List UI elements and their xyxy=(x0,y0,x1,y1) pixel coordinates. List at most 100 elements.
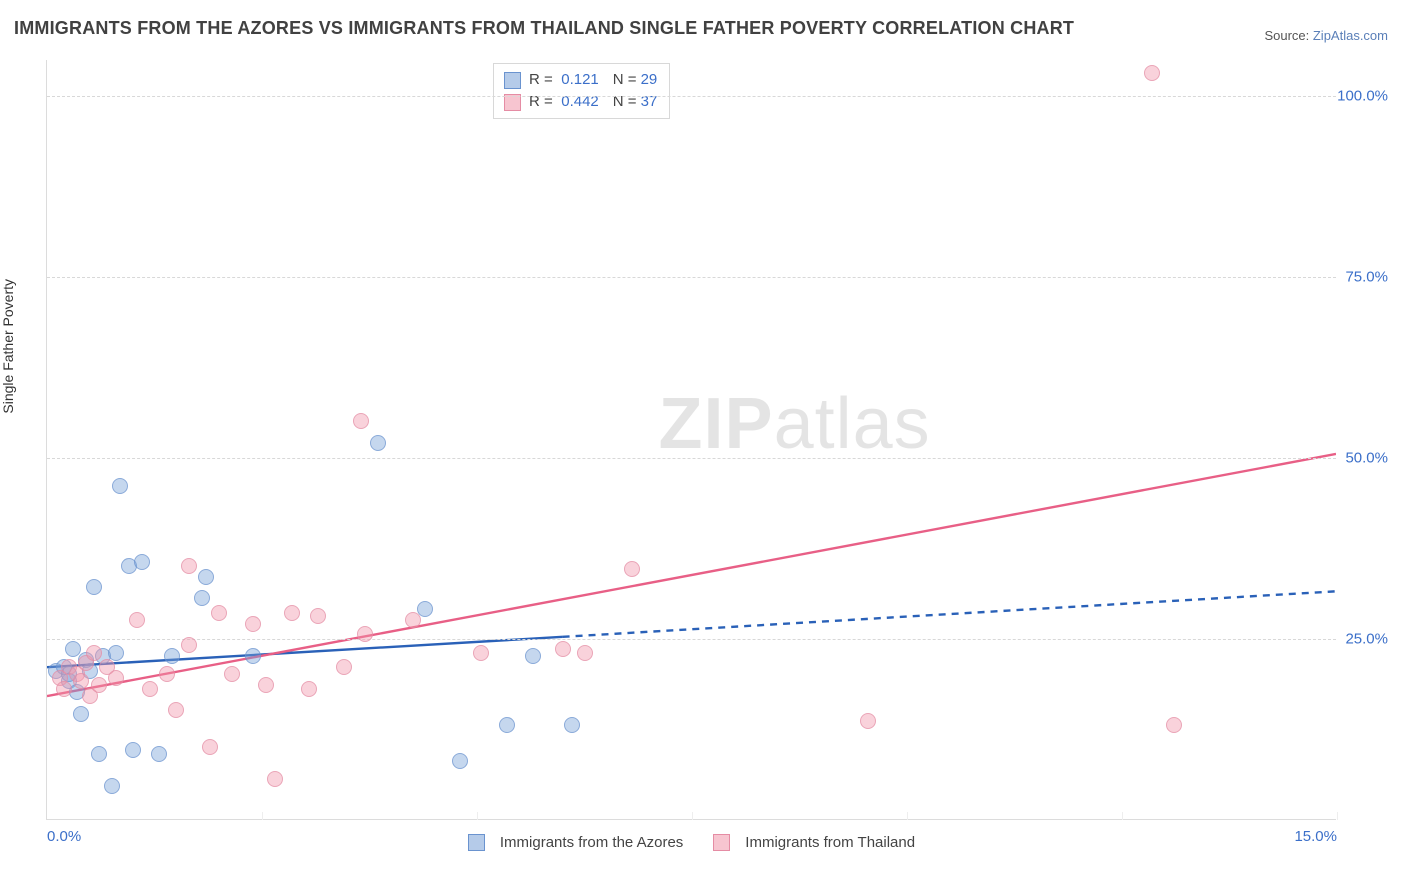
scatter-point xyxy=(151,746,167,762)
scatter-point xyxy=(336,659,352,675)
y-tick-label: 25.0% xyxy=(1345,631,1388,648)
eq: = xyxy=(628,69,637,91)
y-tick-label: 75.0% xyxy=(1345,269,1388,286)
scatter-point xyxy=(245,648,261,664)
scatter-point xyxy=(142,681,158,697)
y-tick-label: 100.0% xyxy=(1337,88,1388,105)
scatter-point xyxy=(134,554,150,570)
gridline xyxy=(47,458,1336,459)
scatter-point xyxy=(211,605,227,621)
stats-box: R = 0.121 N = 29 R = 0.442 N = 37 xyxy=(493,63,670,119)
scatter-point xyxy=(91,746,107,762)
legend-label-azores: Immigrants from the Azores xyxy=(500,834,683,851)
scatter-point xyxy=(168,702,184,718)
y-axis-label: Single Father Poverty xyxy=(0,279,16,414)
scatter-point xyxy=(624,561,640,577)
scatter-point xyxy=(258,677,274,693)
scatter-point xyxy=(284,605,300,621)
stats-row-azores: R = 0.121 N = 29 xyxy=(504,69,657,91)
watermark-zip: ZIP xyxy=(659,384,774,464)
scatter-point xyxy=(577,645,593,661)
r-value-azores: 0.121 xyxy=(555,69,599,91)
scatter-point xyxy=(86,579,102,595)
scatter-point xyxy=(224,666,240,682)
scatter-point xyxy=(198,569,214,585)
eq: = xyxy=(544,69,553,91)
y-tick-label: 50.0% xyxy=(1345,450,1388,467)
scatter-point xyxy=(357,626,373,642)
x-gridline xyxy=(1337,812,1338,820)
x-gridline xyxy=(477,812,478,820)
n-value-azores: 29 xyxy=(641,69,658,91)
scatter-point xyxy=(564,717,580,733)
scatter-point xyxy=(555,641,571,657)
scatter-point xyxy=(353,413,369,429)
chart-title: IMMIGRANTS FROM THE AZORES VS IMMIGRANTS… xyxy=(14,18,1074,39)
scatter-point xyxy=(56,681,72,697)
scatter-point xyxy=(181,637,197,653)
n-value-thailand: 37 xyxy=(641,91,658,113)
scatter-point xyxy=(860,713,876,729)
eq: = xyxy=(628,91,637,113)
scatter-point xyxy=(473,645,489,661)
scatter-point xyxy=(301,681,317,697)
trend-line xyxy=(47,454,1336,696)
scatter-point xyxy=(181,558,197,574)
x-tick-label: 15.0% xyxy=(1294,828,1337,845)
swatch-pink-icon xyxy=(713,834,730,851)
trend-lines-svg xyxy=(47,60,1336,819)
swatch-blue-icon xyxy=(468,834,485,851)
plot-area: ZIPatlas R = 0.121 N = 29 R = 0.442 N = … xyxy=(46,60,1336,820)
scatter-point xyxy=(417,601,433,617)
bottom-legend: Immigrants from the Azores Immigrants fr… xyxy=(47,834,1336,851)
scatter-point xyxy=(1166,717,1182,733)
scatter-point xyxy=(1144,65,1160,81)
scatter-point xyxy=(73,706,89,722)
source-link[interactable]: ZipAtlas.com xyxy=(1313,28,1388,43)
scatter-point xyxy=(202,739,218,755)
source-attribution: Source: ZipAtlas.com xyxy=(1264,28,1388,43)
watermark: ZIPatlas xyxy=(659,383,931,465)
scatter-point xyxy=(245,616,261,632)
legend-item-thailand: Immigrants from Thailand xyxy=(713,834,915,851)
scatter-point xyxy=(108,670,124,686)
scatter-point xyxy=(73,673,89,689)
x-gridline xyxy=(1122,812,1123,820)
scatter-point xyxy=(125,742,141,758)
scatter-point xyxy=(159,666,175,682)
scatter-point xyxy=(129,612,145,628)
scatter-point xyxy=(267,771,283,787)
n-label: N xyxy=(613,91,624,113)
x-gridline xyxy=(907,812,908,820)
legend-item-azores: Immigrants from the Azores xyxy=(468,834,683,851)
r-label: R xyxy=(529,91,540,113)
r-label: R xyxy=(529,69,540,91)
gridline xyxy=(47,96,1336,97)
x-gridline xyxy=(262,812,263,820)
watermark-atlas: atlas xyxy=(774,384,931,464)
trend-line xyxy=(563,591,1336,637)
gridline xyxy=(47,277,1336,278)
n-label: N xyxy=(613,69,624,91)
eq: = xyxy=(544,91,553,113)
scatter-point xyxy=(104,778,120,794)
scatter-point xyxy=(499,717,515,733)
scatter-point xyxy=(405,612,421,628)
scatter-point xyxy=(452,753,468,769)
chart-container: IMMIGRANTS FROM THE AZORES VS IMMIGRANTS… xyxy=(0,0,1406,892)
gridline xyxy=(47,639,1336,640)
scatter-point xyxy=(86,645,102,661)
scatter-point xyxy=(112,478,128,494)
r-value-thailand: 0.442 xyxy=(555,91,599,113)
x-gridline xyxy=(692,812,693,820)
stats-row-thailand: R = 0.442 N = 37 xyxy=(504,91,657,113)
scatter-point xyxy=(91,677,107,693)
scatter-point xyxy=(164,648,180,664)
scatter-point xyxy=(108,645,124,661)
scatter-point xyxy=(370,435,386,451)
scatter-point xyxy=(310,608,326,624)
legend-label-thailand: Immigrants from Thailand xyxy=(745,834,915,851)
source-prefix: Source: xyxy=(1264,28,1312,43)
x-tick-label: 0.0% xyxy=(47,828,81,845)
scatter-point xyxy=(194,590,210,606)
